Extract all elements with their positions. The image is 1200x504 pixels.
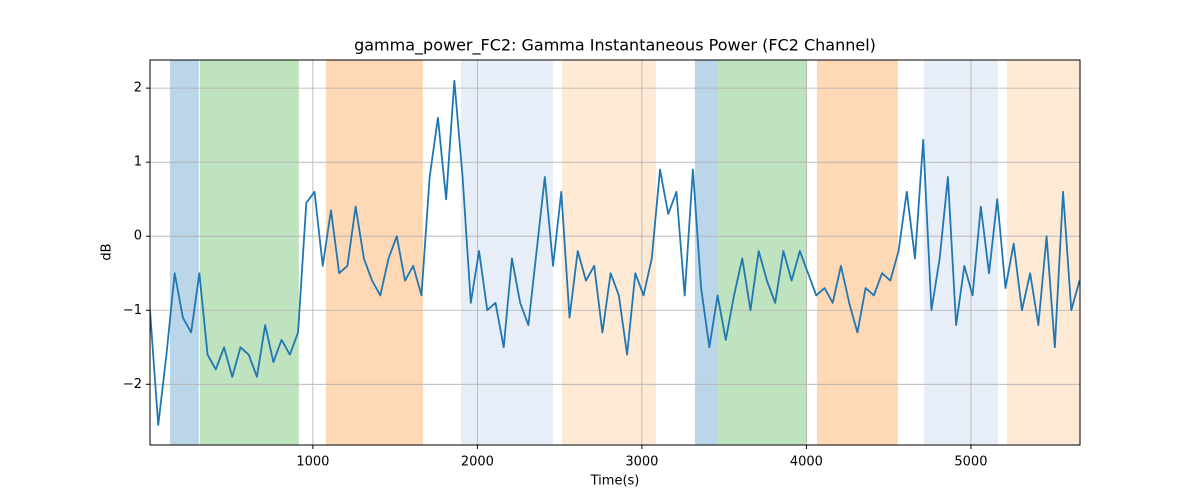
x-axis-label: Time(s) [590, 474, 640, 489]
y-tick-label: 0 [134, 229, 142, 244]
x-tick-label: 3000 [625, 455, 658, 470]
y-axis-label: dB [100, 243, 115, 260]
shaded-span [1006, 60, 1080, 445]
shaded-span [717, 60, 807, 445]
shaded-span [199, 60, 299, 445]
y-tick-label: −1 [123, 303, 142, 318]
data-line [150, 79, 1080, 426]
x-tick-label: 4000 [790, 455, 823, 470]
y-tick-label: 2 [134, 81, 142, 96]
chart-title: gamma_power_FC2: Gamma Instantaneous Pow… [354, 36, 876, 56]
x-tick-label: 1000 [296, 455, 329, 470]
shaded-span [325, 60, 423, 445]
y-tick-label: −2 [123, 377, 142, 392]
y-tick-label: 1 [134, 155, 142, 170]
plot-frame [149, 59, 1081, 446]
shaded-span [816, 60, 898, 445]
x-tick-label: 5000 [954, 455, 987, 470]
x-tick-label: 2000 [461, 455, 494, 470]
shaded-span [169, 60, 199, 445]
shaded-span [460, 60, 553, 445]
shaded-span [694, 60, 718, 445]
